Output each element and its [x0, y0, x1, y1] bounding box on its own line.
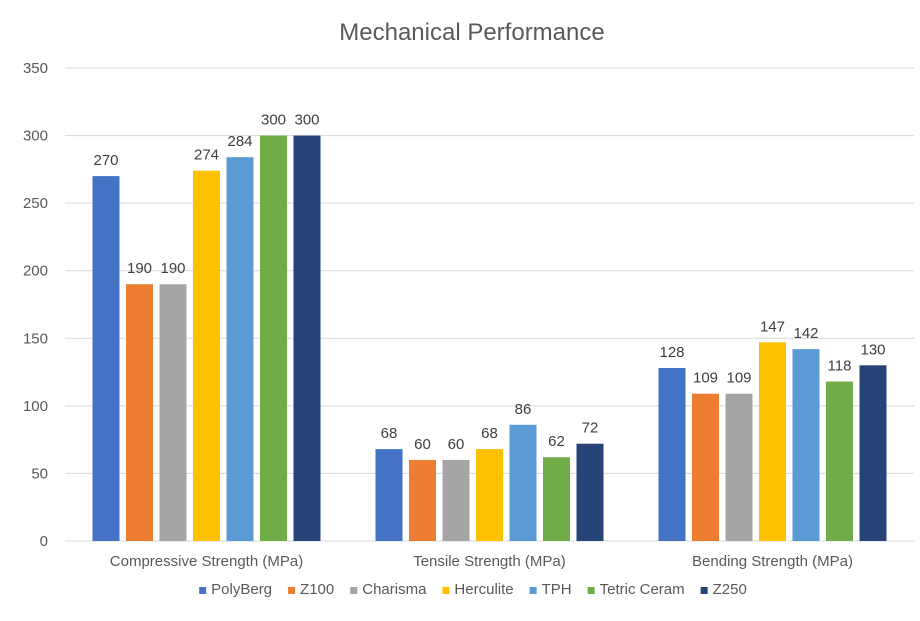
data-label: 274: [194, 147, 219, 164]
legend-item: Tetric Ceram: [587, 581, 685, 598]
legend-swatch: [529, 587, 537, 594]
legend-label: PolyBerg: [211, 581, 272, 598]
data-label: 109: [693, 370, 718, 387]
y-tick-label: 100: [23, 398, 48, 415]
bar: [293, 135, 321, 542]
bar: [193, 170, 220, 542]
bar: [658, 368, 686, 541]
x-category-label: Tensile Strength (MPa): [413, 553, 566, 570]
bar: [759, 342, 786, 541]
bar: [260, 135, 287, 542]
legend-swatch: [350, 587, 358, 594]
y-tick-label: 50: [31, 465, 48, 482]
data-label: 130: [860, 341, 885, 358]
bar: [859, 365, 887, 541]
y-tick-label: 150: [23, 330, 48, 347]
bar: [792, 349, 820, 541]
legend-swatch: [199, 587, 207, 594]
bar: [725, 393, 753, 541]
bar: [375, 449, 403, 541]
data-label: 190: [160, 260, 185, 277]
data-label: 68: [481, 425, 498, 442]
data-label: 72: [582, 420, 599, 437]
legend-item: Z250: [700, 581, 747, 598]
bar: [126, 284, 153, 541]
data-label: 118: [828, 358, 852, 375]
data-label: 142: [793, 325, 818, 342]
bar: [826, 381, 853, 541]
y-tick-label: 0: [40, 533, 48, 550]
bar: [442, 459, 470, 541]
data-label: 109: [726, 370, 751, 387]
bar: [692, 393, 719, 541]
chart-title: Mechanical Performance: [339, 19, 604, 46]
bar: [509, 424, 537, 541]
y-tick-label: 200: [23, 263, 48, 280]
y-tick-label: 250: [23, 195, 48, 212]
x-axis-categories: Compressive Strength (MPa) Tensile Streng…: [110, 553, 853, 570]
data-label: 300: [294, 112, 319, 129]
bars: [92, 135, 887, 542]
y-tick-label: 300: [23, 128, 48, 145]
legend-label: Charisma: [362, 581, 427, 598]
legend-item: PolyBerg: [199, 581, 272, 598]
legend-swatch: [442, 587, 450, 594]
legend-label: TPH: [542, 581, 572, 598]
legend-item: Charisma: [350, 581, 427, 598]
data-label: 60: [414, 436, 431, 453]
legend-swatch: [700, 587, 708, 594]
bar: [92, 176, 120, 541]
data-label: 60: [448, 436, 465, 453]
legend-item: Z100: [288, 581, 334, 598]
data-label: 284: [227, 133, 252, 150]
x-category-label: Compressive Strength (MPa): [110, 553, 303, 570]
data-label: 270: [93, 152, 118, 169]
y-axis-ticks: 0 50 100 150 200 250 300 350: [23, 60, 48, 550]
legend-swatch: [288, 587, 296, 594]
bar: [576, 443, 604, 541]
data-labels: 270 190 190 274 284 300 300 68 60 60 68 86 62 72 128 10…: [93, 112, 885, 453]
legend-item: TPH: [529, 581, 572, 598]
data-label: 68: [381, 425, 398, 442]
bar: [409, 459, 436, 541]
x-category-label: Bending Strength (MPa): [692, 553, 853, 570]
bar: [543, 457, 570, 541]
legend: PolyBerg Z100 Charisma Herculite TPH Tetric C…: [199, 581, 747, 598]
legend-label: Z100: [300, 581, 334, 598]
legend-item: Herculite: [442, 581, 514, 598]
legend-label: Herculite: [454, 581, 513, 598]
data-label: 86: [515, 401, 532, 418]
legend-swatch: [587, 587, 595, 594]
data-label: 128: [659, 344, 684, 361]
bar: [476, 449, 503, 541]
legend-label: Z250: [713, 581, 747, 598]
bar: [159, 284, 187, 541]
legend-label: Tetric Ceram: [600, 581, 685, 598]
data-label: 190: [127, 260, 152, 277]
data-label: 62: [548, 433, 565, 450]
data-label: 147: [760, 318, 785, 335]
bar: [226, 157, 254, 542]
y-tick-label: 350: [23, 60, 48, 77]
data-label: 300: [261, 112, 286, 129]
